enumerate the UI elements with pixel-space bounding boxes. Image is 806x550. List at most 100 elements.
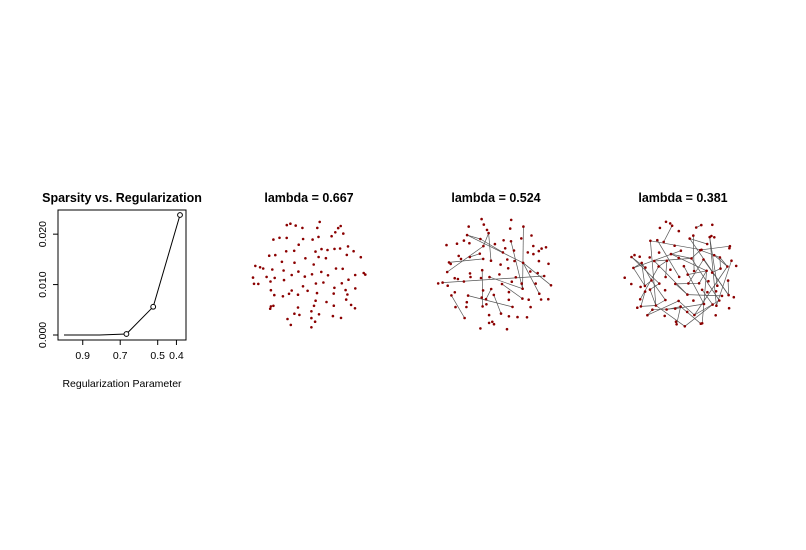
network-node <box>341 267 345 271</box>
network-node <box>536 271 539 275</box>
network-node <box>639 285 642 289</box>
network-node <box>649 239 652 243</box>
network-node <box>352 249 355 253</box>
network-node <box>677 256 680 260</box>
network-node <box>481 305 484 308</box>
network-node <box>498 273 501 276</box>
network-node <box>304 257 307 260</box>
network-node <box>296 306 300 309</box>
network-node <box>445 243 448 247</box>
network-edge <box>691 258 720 301</box>
network-edge <box>647 300 679 316</box>
network-node <box>707 279 710 283</box>
network-edge <box>688 259 704 284</box>
network-node <box>317 235 320 239</box>
network-edge <box>709 237 717 306</box>
network-node <box>362 271 366 275</box>
network-node <box>664 220 668 224</box>
network-node <box>693 313 696 317</box>
network-node <box>514 276 518 279</box>
network-node <box>296 293 300 297</box>
network-node <box>510 280 514 284</box>
network-node <box>280 260 284 264</box>
network-edge <box>712 268 721 273</box>
network-node <box>484 297 488 301</box>
network-node <box>549 284 553 287</box>
network-node <box>285 223 289 227</box>
network-node <box>727 306 731 310</box>
network-edge <box>639 266 659 300</box>
network-node <box>734 264 738 268</box>
network-node <box>650 279 653 282</box>
network-node <box>726 265 729 268</box>
network-node <box>547 297 550 301</box>
network-edge <box>683 266 705 305</box>
network-node <box>336 226 340 230</box>
network-node <box>269 288 273 292</box>
network-node <box>318 220 322 224</box>
network-node <box>643 284 647 288</box>
network-edge <box>644 280 652 287</box>
network-node <box>346 245 350 248</box>
network-panel-0524: lambda = 0.524 <box>436 191 553 331</box>
network-node <box>679 305 682 308</box>
network-node <box>505 327 509 331</box>
network-node <box>320 247 323 251</box>
network-node <box>297 243 301 246</box>
network-node <box>503 247 507 250</box>
network-node <box>485 303 488 306</box>
network-node <box>322 281 325 284</box>
network-node <box>530 234 533 237</box>
network-node <box>303 275 307 278</box>
network-node <box>469 275 472 279</box>
network-node <box>690 257 693 260</box>
network-node <box>330 234 333 238</box>
network-node <box>487 231 490 235</box>
network-node <box>700 223 703 227</box>
network-edge <box>655 305 686 327</box>
network-edge <box>640 305 656 307</box>
network-edge <box>656 240 680 278</box>
network-edge <box>670 253 692 259</box>
network-node <box>333 286 336 290</box>
y-tick-label: 0.010 <box>37 271 49 297</box>
network-node <box>455 242 459 245</box>
network-node <box>702 258 705 261</box>
network-edge <box>451 295 465 319</box>
network-edge <box>469 253 480 258</box>
network-node <box>478 252 482 255</box>
network-node <box>692 269 696 273</box>
network-edge <box>467 234 481 240</box>
network-node <box>347 278 350 282</box>
network-edge <box>676 306 681 325</box>
network-node <box>310 273 314 276</box>
network-edge <box>493 294 502 314</box>
network-node <box>520 282 523 285</box>
network-edge <box>658 260 668 267</box>
network-node <box>339 316 343 320</box>
network-node <box>334 231 337 234</box>
network-node <box>688 237 691 240</box>
network-node <box>674 320 678 324</box>
network-node <box>482 244 485 248</box>
network-node <box>692 234 695 237</box>
sparsity-line <box>64 214 181 336</box>
network-node <box>312 263 316 266</box>
network-node <box>516 315 519 319</box>
network-node <box>507 298 511 302</box>
network-edge <box>649 283 660 290</box>
network-node <box>509 240 513 243</box>
network-edge <box>701 245 730 251</box>
network-node <box>364 273 367 276</box>
network-node <box>728 244 732 248</box>
network-node <box>686 273 689 276</box>
network-node <box>315 291 319 295</box>
network-edge <box>448 258 484 263</box>
network-node <box>499 263 502 266</box>
network-node <box>310 310 313 313</box>
network-node <box>513 259 516 263</box>
network-node <box>310 326 313 329</box>
x-tick-label: 0.9 <box>75 350 90 362</box>
network-node <box>730 259 733 263</box>
